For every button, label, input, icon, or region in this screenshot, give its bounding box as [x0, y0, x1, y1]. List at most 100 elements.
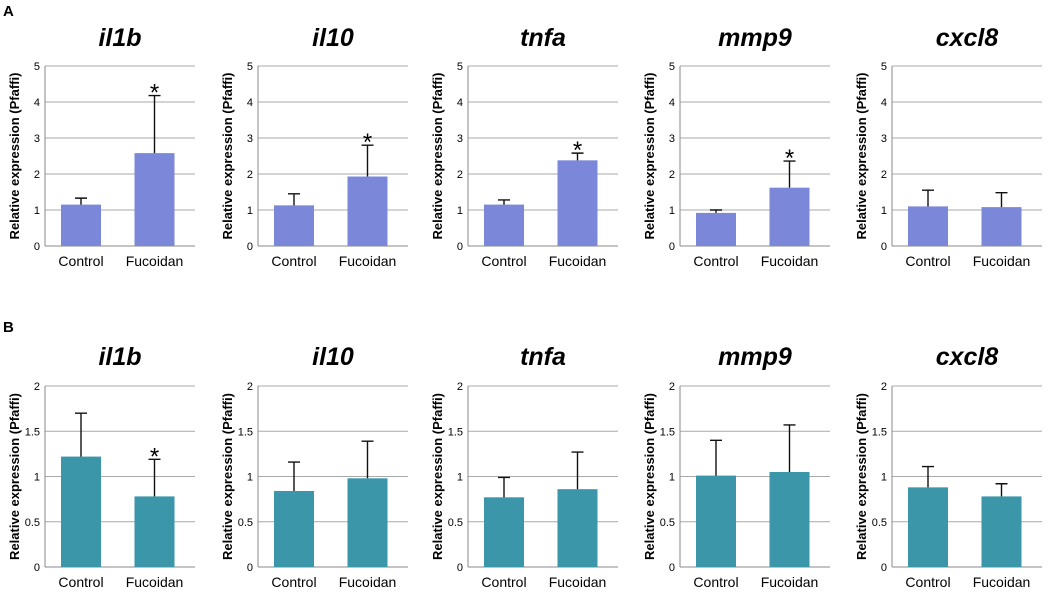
y-tick-label-B-mmp9-1: 1 — [669, 472, 675, 484]
error-bar-B-mmp9-control — [710, 439, 722, 476]
error-bar-A-mmp9-control — [710, 209, 722, 213]
y-tick-label-B-mmp9-1.5: 1.5 — [660, 426, 675, 438]
y-tick-label-A-cxcl8-5: 5 — [881, 61, 887, 73]
y-axis-label-B-tnfa: Relative expression (Pfaffi) — [430, 393, 445, 560]
chart-title-B-cxcl8: cxcl8 — [936, 343, 999, 371]
y-tick-label-A-mmp9-3: 3 — [669, 133, 675, 145]
x-tick-label-B-il1b-fucoidan: Fucoidan — [126, 574, 184, 590]
bar-B-mmp9-fucoidan — [769, 471, 810, 567]
bar-B-tnfa-control — [484, 497, 524, 567]
y-axis-label-B-il10: Relative expression (Pfaffi) — [220, 393, 235, 560]
y-tick-label-B-cxcl8-0: 0 — [881, 562, 887, 574]
y-tick-label-B-cxcl8-0.5: 0.5 — [872, 517, 887, 529]
bar-B-il10-control — [274, 490, 314, 567]
y-tick-label-B-tnfa-2: 2 — [457, 381, 463, 393]
y-tick-label-B-il1b-1: 1 — [34, 472, 40, 484]
x-tick-label-B-mmp9-control: Control — [693, 574, 738, 590]
chart-title-A-tnfa: tnfa — [520, 24, 566, 52]
y-tick-label-A-il10-0: 0 — [247, 241, 253, 253]
y-axis-label-A-cxcl8: Relative expression (Pfaffi) — [854, 73, 869, 240]
y-tick-label-A-mmp9-0: 0 — [669, 241, 675, 253]
x-tick-label-B-mmp9-fucoidan: Fucoidan — [761, 574, 819, 590]
y-tick-label-B-tnfa-0.5: 0.5 — [448, 517, 463, 529]
x-tick-label-A-il1b-control: Control — [58, 253, 103, 269]
y-tick-label-A-il1b-4: 4 — [34, 97, 40, 109]
error-bar-B-il10-fucoidan — [361, 440, 374, 479]
y-tick-label-A-il1b-3: 3 — [34, 133, 40, 145]
chart-title-A-cxcl8: cxcl8 — [936, 24, 999, 52]
y-tick-label-B-il1b-0.5: 0.5 — [25, 517, 40, 529]
significance-mark-A-tnfa-fucoidan: * — [573, 137, 582, 164]
y-tick-label-A-il10-5: 5 — [247, 61, 253, 73]
x-tick-label-B-il1b-control: Control — [58, 574, 103, 590]
y-axis-label-A-il1b: Relative expression (Pfaffi) — [7, 73, 22, 240]
error-bar-B-tnfa-control — [498, 476, 510, 498]
y-tick-label-A-cxcl8-4: 4 — [881, 97, 887, 109]
bar-A-mmp9-fucoidan — [769, 187, 810, 246]
bar-B-cxcl8-control — [908, 487, 948, 567]
y-tick-label-B-il10-0.5: 0.5 — [238, 517, 253, 529]
chart-title-B-tnfa: tnfa — [520, 343, 566, 371]
x-tick-label-A-il10-control: Control — [271, 253, 316, 269]
y-tick-label-A-mmp9-2: 2 — [669, 169, 675, 181]
y-axis-label-B-cxcl8: Relative expression (Pfaffi) — [854, 393, 869, 560]
x-tick-label-A-tnfa-control: Control — [481, 253, 526, 269]
y-axis-label-B-il1b: Relative expression (Pfaffi) — [7, 393, 22, 560]
x-tick-label-B-tnfa-control: Control — [481, 574, 526, 590]
y-tick-label-A-il10-4: 4 — [247, 97, 253, 109]
bar-B-mmp9-control — [696, 475, 736, 567]
error-bar-A-il10-fucoidan — [361, 144, 374, 177]
y-axis-label-B-mmp9: Relative expression (Pfaffi) — [642, 393, 657, 560]
x-tick-label-A-tnfa-fucoidan: Fucoidan — [549, 253, 607, 269]
error-bar-A-il1b-control — [75, 197, 87, 205]
y-tick-label-B-mmp9-0: 0 — [669, 562, 675, 574]
bar-A-il1b-fucoidan — [134, 153, 175, 246]
significance-mark-A-il10-fucoidan: * — [363, 129, 372, 156]
y-tick-label-B-il1b-1.5: 1.5 — [25, 426, 40, 438]
bar-B-il10-fucoidan — [347, 478, 388, 567]
y-tick-label-A-il1b-2: 2 — [34, 169, 40, 181]
y-tick-label-A-mmp9-1: 1 — [669, 205, 675, 217]
error-bar-B-cxcl8-control — [922, 465, 934, 488]
x-tick-label-A-mmp9-fucoidan: Fucoidan — [761, 253, 819, 269]
x-tick-label-A-il10-fucoidan: Fucoidan — [339, 253, 397, 269]
y-tick-label-B-il1b-0: 0 — [34, 562, 40, 574]
bar-A-cxcl8-control — [908, 206, 948, 246]
chart-title-B-il10: il10 — [312, 343, 354, 371]
bar-B-il1b-control — [61, 456, 101, 567]
error-bar-A-mmp9-fucoidan — [783, 160, 796, 188]
y-tick-label-A-tnfa-2: 2 — [457, 169, 463, 181]
error-bar-A-il10-control — [288, 193, 300, 206]
error-bar-A-cxcl8-fucoidan — [995, 192, 1008, 208]
error-bar-B-il10-control — [288, 461, 300, 491]
y-tick-label-A-tnfa-3: 3 — [457, 133, 463, 145]
chart-title-A-mmp9: mmp9 — [718, 24, 792, 52]
y-tick-label-A-mmp9-5: 5 — [669, 61, 675, 73]
error-bar-A-tnfa-control — [498, 199, 510, 205]
y-tick-label-A-tnfa-5: 5 — [457, 61, 463, 73]
significance-mark-B-il1b-fucoidan: * — [150, 443, 159, 470]
y-tick-label-A-cxcl8-3: 3 — [881, 133, 887, 145]
y-tick-label-A-il10-2: 2 — [247, 169, 253, 181]
error-bar-A-tnfa-fucoidan — [571, 152, 584, 161]
y-tick-label-B-il10-1.5: 1.5 — [238, 426, 253, 438]
chart-title-B-il1b: il1b — [98, 343, 141, 371]
error-bar-B-cxcl8-fucoidan — [995, 483, 1008, 497]
y-tick-label-A-il10-1: 1 — [247, 205, 253, 217]
bar-A-il10-control — [274, 205, 314, 246]
y-tick-label-B-mmp9-2: 2 — [669, 381, 675, 393]
y-tick-label-B-tnfa-1: 1 — [457, 472, 463, 484]
y-tick-label-A-mmp9-4: 4 — [669, 97, 675, 109]
bar-A-il1b-control — [61, 204, 101, 246]
x-tick-label-B-il10-control: Control — [271, 574, 316, 590]
x-tick-label-A-cxcl8-control: Control — [905, 253, 950, 269]
y-tick-label-A-tnfa-1: 1 — [457, 205, 463, 217]
y-axis-label-A-il10: Relative expression (Pfaffi) — [220, 73, 235, 240]
y-tick-label-B-il10-2: 2 — [247, 381, 253, 393]
y-tick-label-A-cxcl8-0: 0 — [881, 241, 887, 253]
x-tick-label-A-il1b-fucoidan: Fucoidan — [126, 253, 184, 269]
error-bar-A-cxcl8-control — [922, 189, 934, 207]
y-tick-label-B-tnfa-0: 0 — [457, 562, 463, 574]
y-tick-label-B-cxcl8-2: 2 — [881, 381, 887, 393]
